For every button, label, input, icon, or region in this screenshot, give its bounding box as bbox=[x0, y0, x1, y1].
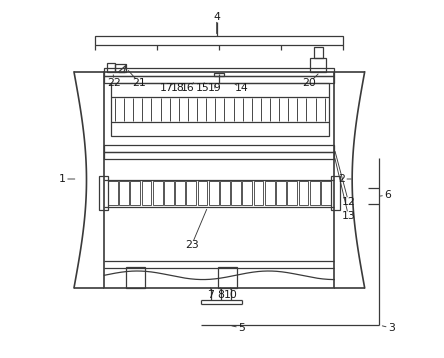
Bar bbox=[214, 73, 224, 76]
Text: 5: 5 bbox=[238, 323, 245, 333]
Bar bbox=[331, 176, 340, 211]
Bar bbox=[104, 76, 334, 83]
Text: 4: 4 bbox=[213, 12, 220, 22]
Text: 13: 13 bbox=[342, 212, 356, 222]
Bar bbox=[298, 181, 308, 205]
Bar bbox=[254, 181, 263, 205]
Bar bbox=[164, 181, 174, 205]
Bar bbox=[104, 145, 334, 152]
Bar bbox=[104, 68, 334, 76]
Text: 8: 8 bbox=[217, 290, 224, 300]
Bar bbox=[314, 47, 323, 58]
Bar bbox=[220, 181, 230, 205]
Bar bbox=[115, 64, 126, 72]
Text: 14: 14 bbox=[235, 83, 249, 93]
Text: 7: 7 bbox=[207, 290, 214, 300]
Bar bbox=[153, 181, 163, 205]
Bar bbox=[111, 83, 329, 136]
Bar bbox=[95, 37, 343, 45]
Bar bbox=[119, 181, 129, 205]
Bar bbox=[107, 63, 115, 72]
Bar bbox=[198, 181, 207, 205]
Bar bbox=[287, 181, 297, 205]
Text: 18: 18 bbox=[170, 83, 184, 93]
Text: 2: 2 bbox=[338, 174, 345, 184]
Text: 16: 16 bbox=[181, 83, 195, 93]
Text: 6: 6 bbox=[385, 190, 391, 200]
Bar bbox=[265, 181, 275, 205]
Bar bbox=[104, 72, 334, 288]
Bar bbox=[321, 181, 331, 205]
Bar bbox=[218, 267, 237, 288]
Bar bbox=[209, 181, 218, 205]
Bar bbox=[276, 181, 286, 205]
Bar bbox=[231, 181, 241, 205]
Bar bbox=[99, 176, 108, 211]
Text: 3: 3 bbox=[388, 323, 395, 333]
Bar bbox=[131, 181, 140, 205]
Bar bbox=[310, 181, 320, 205]
Bar bbox=[108, 181, 118, 205]
Bar bbox=[104, 152, 334, 159]
Text: 17: 17 bbox=[160, 83, 174, 93]
Text: 21: 21 bbox=[132, 78, 146, 88]
Bar bbox=[310, 58, 326, 72]
Text: 12: 12 bbox=[342, 197, 356, 207]
Text: 20: 20 bbox=[302, 78, 316, 88]
Bar bbox=[142, 181, 151, 205]
Bar bbox=[186, 181, 196, 205]
Text: 10: 10 bbox=[224, 290, 238, 300]
Bar bbox=[175, 181, 185, 205]
Text: 1: 1 bbox=[59, 174, 66, 184]
Text: 19: 19 bbox=[208, 83, 222, 93]
Text: 15: 15 bbox=[195, 83, 209, 93]
Bar bbox=[127, 267, 145, 288]
Text: 22: 22 bbox=[107, 78, 121, 88]
Bar bbox=[242, 181, 252, 205]
Text: 23: 23 bbox=[185, 240, 198, 250]
